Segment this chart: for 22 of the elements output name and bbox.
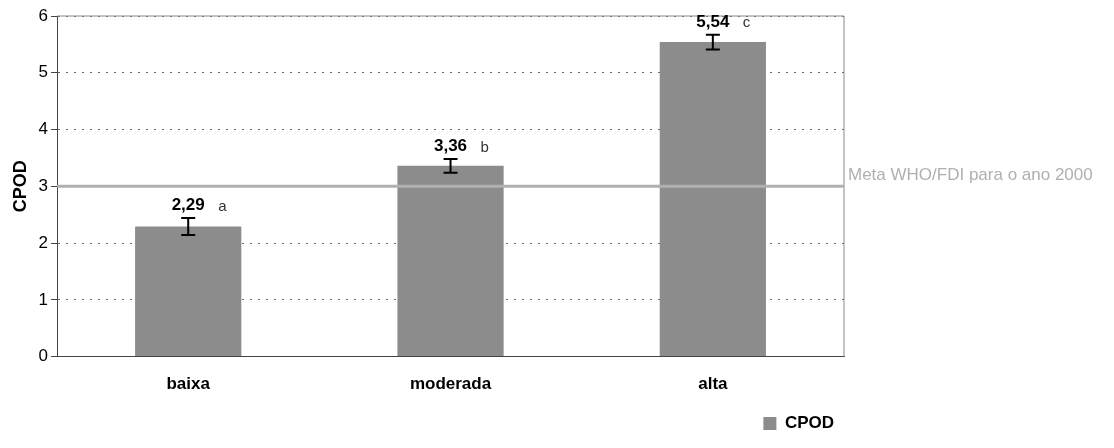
y-axis-title: CPOD — [9, 160, 30, 213]
bar — [397, 165, 504, 357]
x-tick-label: moderada — [409, 374, 492, 394]
annotation: c — [742, 13, 751, 31]
y-tick-label: 3 — [38, 175, 49, 195]
annotation: b — [480, 137, 489, 155]
bar — [659, 42, 766, 357]
ref-line-label: Meta WHO/FDI para o ano 2000 — [848, 165, 1093, 185]
y-tick-label: 1 — [38, 289, 49, 309]
x-tick-label: baixa — [166, 374, 211, 394]
data-label: 2,29 — [171, 195, 205, 215]
data-label: 3,36 — [433, 136, 468, 156]
annotation: a — [218, 196, 228, 214]
legend-label: CPOD — [784, 413, 835, 433]
x-tick-label: alta — [698, 374, 729, 394]
data-label: 5,54 — [696, 11, 730, 31]
y-tick-label: 6 — [38, 5, 49, 25]
y-tick-label: 4 — [38, 119, 49, 139]
y-tick-label: 2 — [38, 232, 49, 252]
y-tick-label: 5 — [38, 62, 49, 82]
bar — [135, 226, 242, 357]
y-tick-label: 0 — [38, 346, 49, 366]
